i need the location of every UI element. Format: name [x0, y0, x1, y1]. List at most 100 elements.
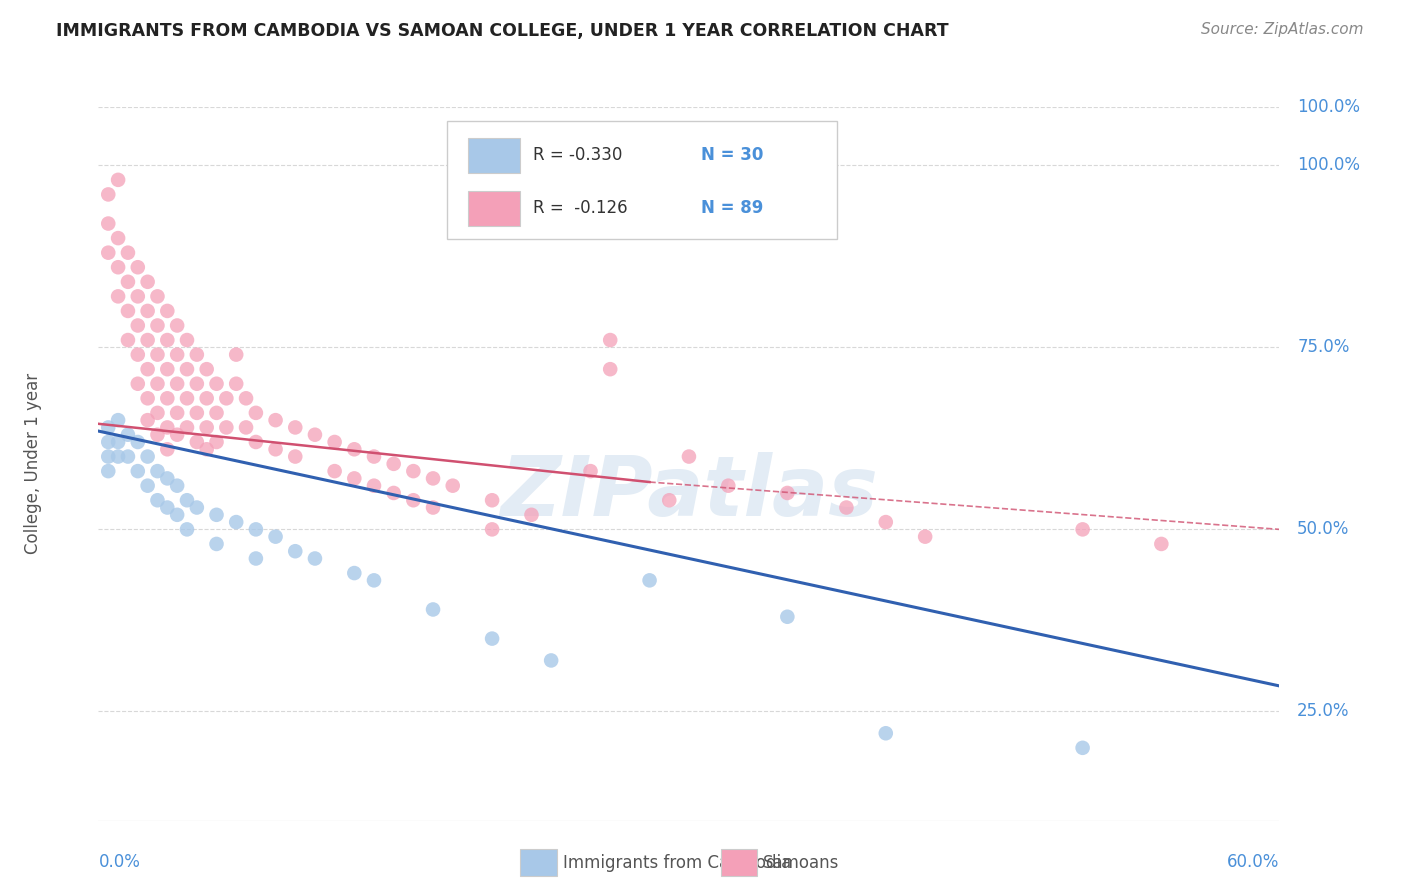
- Point: [176, 420, 198, 434]
- Point: [166, 376, 188, 391]
- Point: [176, 362, 198, 376]
- FancyBboxPatch shape: [721, 849, 758, 876]
- Text: N = 30: N = 30: [700, 146, 763, 164]
- Text: 0.0%: 0.0%: [98, 853, 141, 871]
- Point: [1150, 537, 1173, 551]
- Text: R = -0.330: R = -0.330: [533, 146, 623, 164]
- Point: [166, 348, 188, 362]
- Text: 50.0%: 50.0%: [1298, 520, 1350, 539]
- Point: [235, 392, 257, 406]
- Point: [245, 406, 267, 420]
- Text: Immigrants from Cambodia: Immigrants from Cambodia: [562, 854, 790, 871]
- Point: [107, 231, 129, 245]
- Point: [136, 450, 159, 464]
- Point: [127, 348, 149, 362]
- Point: [520, 508, 543, 522]
- Point: [284, 450, 307, 464]
- Point: [422, 500, 444, 515]
- Point: [186, 406, 208, 420]
- Point: [304, 427, 326, 442]
- Point: [835, 500, 858, 515]
- Text: N = 89: N = 89: [700, 200, 763, 218]
- Point: [382, 457, 405, 471]
- Point: [323, 435, 346, 450]
- Point: [776, 486, 799, 500]
- FancyBboxPatch shape: [447, 121, 837, 239]
- Point: [127, 464, 149, 478]
- Point: [136, 413, 159, 427]
- Point: [136, 304, 159, 318]
- Point: [776, 609, 799, 624]
- Point: [97, 435, 120, 450]
- Point: [146, 348, 169, 362]
- Point: [717, 478, 740, 492]
- Point: [146, 318, 169, 333]
- Point: [117, 275, 139, 289]
- Point: [156, 333, 179, 347]
- Point: [136, 333, 159, 347]
- Point: [323, 464, 346, 478]
- Point: [402, 493, 425, 508]
- Point: [97, 464, 120, 478]
- Point: [195, 420, 218, 434]
- Text: 60.0%: 60.0%: [1227, 853, 1279, 871]
- Point: [97, 450, 120, 464]
- FancyBboxPatch shape: [468, 191, 520, 227]
- Point: [166, 508, 188, 522]
- Point: [343, 566, 366, 580]
- Point: [146, 406, 169, 420]
- Point: [146, 493, 169, 508]
- Point: [225, 515, 247, 529]
- Point: [136, 478, 159, 492]
- Text: 25.0%: 25.0%: [1298, 702, 1350, 721]
- Point: [343, 442, 366, 457]
- Point: [146, 427, 169, 442]
- Point: [422, 471, 444, 485]
- Point: [156, 392, 179, 406]
- Point: [599, 333, 621, 347]
- Point: [678, 450, 700, 464]
- Point: [186, 435, 208, 450]
- Text: ZIPatlas: ZIPatlas: [501, 452, 877, 533]
- Point: [117, 450, 139, 464]
- Point: [205, 435, 228, 450]
- Point: [343, 471, 366, 485]
- Point: [136, 275, 159, 289]
- Point: [156, 420, 179, 434]
- Point: [156, 442, 179, 457]
- Point: [1071, 522, 1094, 536]
- Point: [235, 420, 257, 434]
- Point: [127, 318, 149, 333]
- Point: [363, 574, 385, 588]
- Point: [186, 376, 208, 391]
- Point: [117, 304, 139, 318]
- Point: [166, 427, 188, 442]
- Point: [363, 450, 385, 464]
- Point: [205, 376, 228, 391]
- Point: [117, 333, 139, 347]
- Point: [127, 435, 149, 450]
- Point: [225, 376, 247, 391]
- FancyBboxPatch shape: [520, 849, 557, 876]
- Point: [245, 435, 267, 450]
- Point: [146, 289, 169, 303]
- Point: [245, 522, 267, 536]
- Point: [1071, 740, 1094, 755]
- Point: [638, 574, 661, 588]
- Point: [186, 500, 208, 515]
- Point: [481, 522, 503, 536]
- Point: [579, 464, 602, 478]
- Point: [107, 413, 129, 427]
- Point: [382, 486, 405, 500]
- Point: [441, 478, 464, 492]
- Point: [146, 376, 169, 391]
- Point: [166, 478, 188, 492]
- Point: [215, 420, 238, 434]
- Point: [176, 522, 198, 536]
- Point: [107, 435, 129, 450]
- Point: [156, 471, 179, 485]
- Text: Source: ZipAtlas.com: Source: ZipAtlas.com: [1201, 22, 1364, 37]
- Point: [599, 362, 621, 376]
- Point: [481, 632, 503, 646]
- Point: [127, 260, 149, 275]
